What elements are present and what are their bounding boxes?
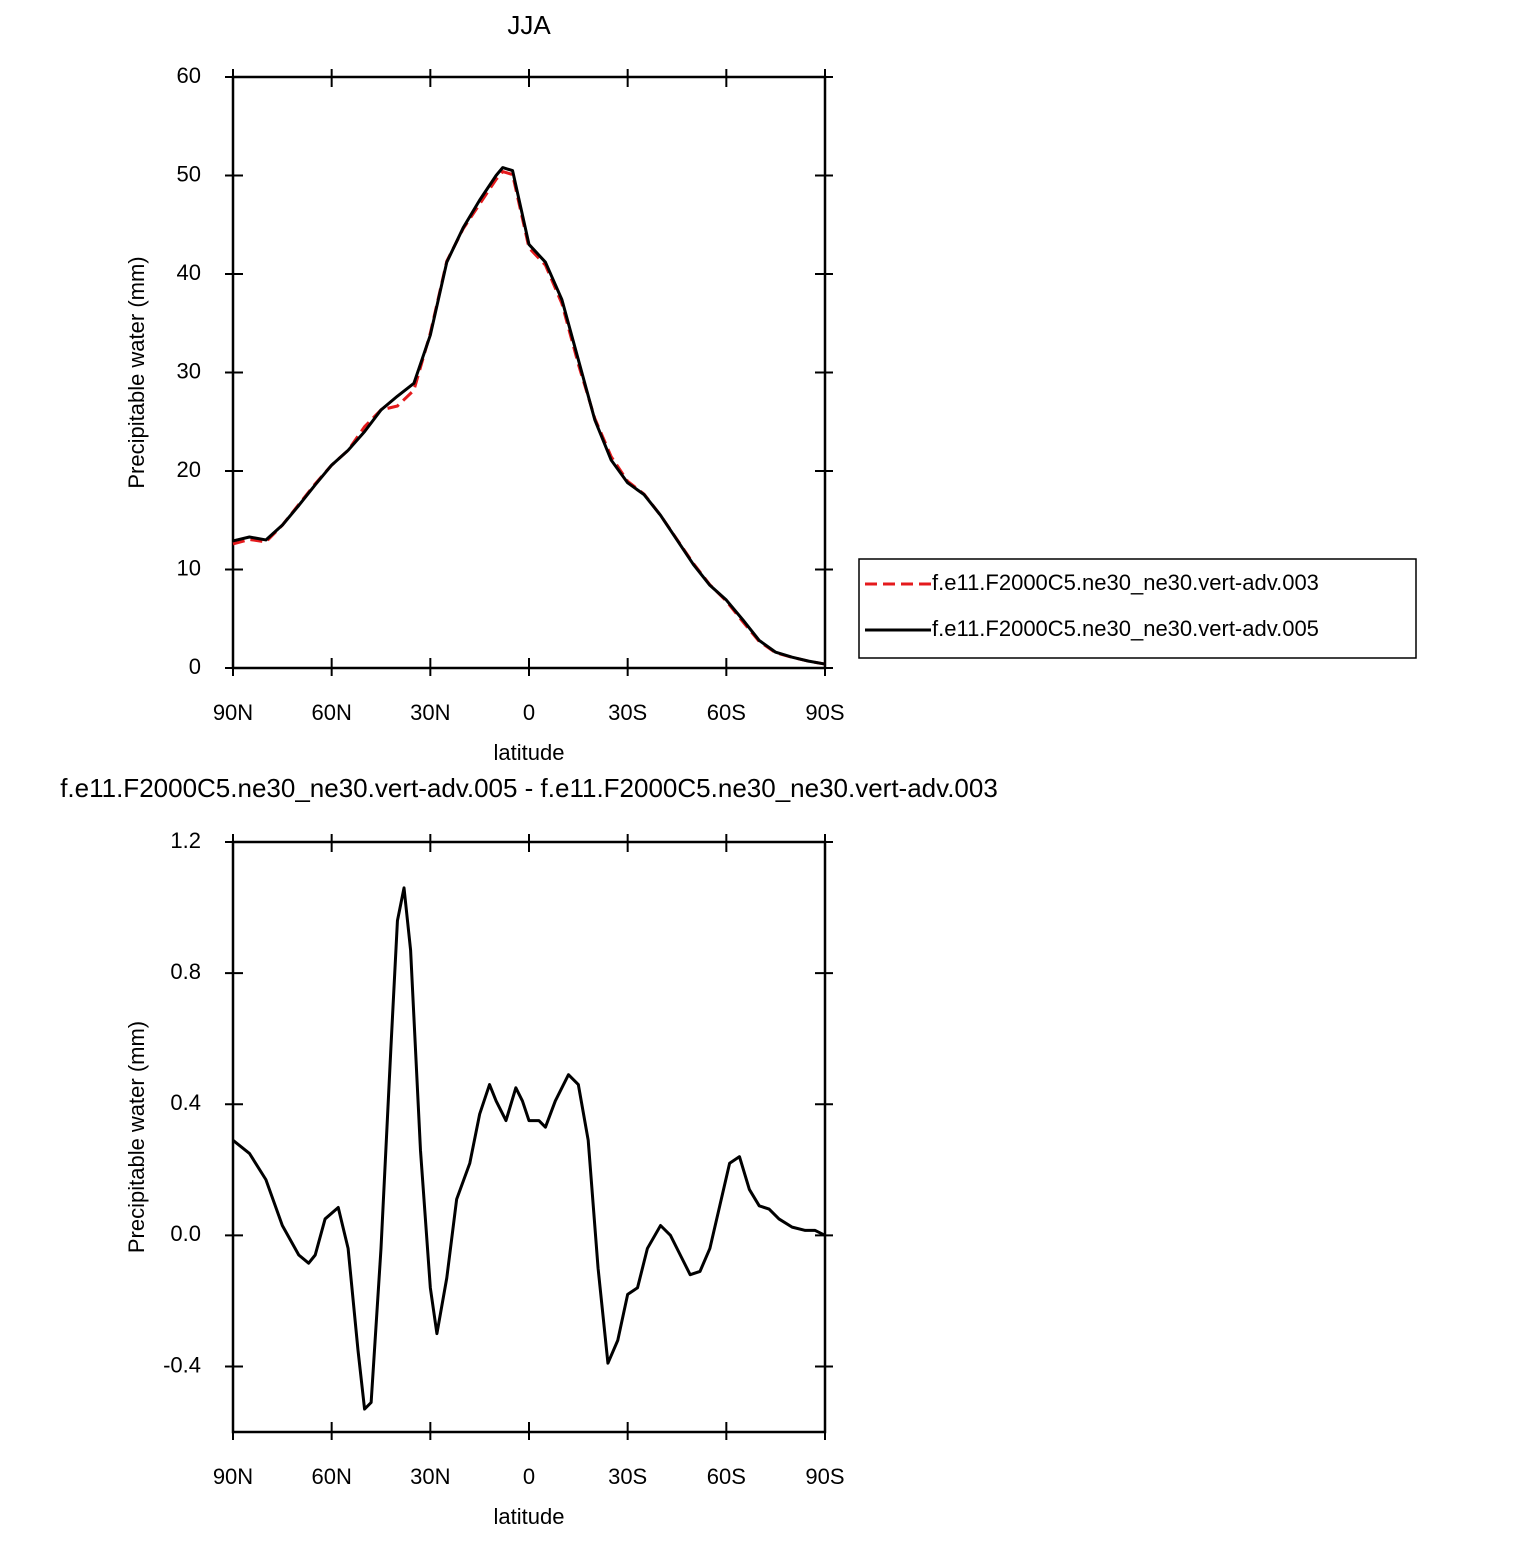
y-tick-label: 50 [177, 161, 201, 186]
x-tick-label: 0 [523, 700, 535, 725]
y-tick-label: 0.4 [170, 1090, 201, 1115]
x-tick-label: 60N [311, 1464, 351, 1489]
x-tick-label: 90N [213, 700, 253, 725]
y-axis-label: Precipitable water (mm) [124, 1021, 149, 1253]
y-tick-label: 20 [177, 457, 201, 482]
legend-box [858, 558, 1417, 659]
data-line [232, 166, 826, 666]
x-tick-label: 30S [608, 700, 647, 725]
x-axis-label: latitude [494, 1504, 565, 1529]
x-tick-label: 90S [805, 700, 844, 725]
y-tick-label: 0.8 [170, 959, 201, 984]
plot-frame [231, 75, 827, 670]
data-line [232, 886, 826, 1411]
chart-title: f.e11.F2000C5.ne30_ne30.vert-adv.005 - f… [60, 773, 998, 803]
y-axis-label: Precipitable water (mm) [124, 256, 149, 488]
x-axis-label: latitude [494, 740, 565, 765]
x-tick-label: 60N [311, 700, 351, 725]
y-tick-label: 60 [177, 63, 201, 88]
x-tick-label: 0 [523, 1464, 535, 1489]
plot-frame [231, 840, 827, 1434]
y-tick-label: -0.4 [163, 1352, 201, 1377]
x-tick-label: 30S [608, 1464, 647, 1489]
y-tick-label: 30 [177, 358, 201, 383]
legend-label: f.e11.F2000C5.ne30_ne30.vert-adv.005 [932, 616, 1319, 641]
x-tick-label: 90S [805, 1464, 844, 1489]
chart-title: JJA [507, 10, 551, 40]
x-tick-label: 30N [410, 1464, 450, 1489]
y-tick-label: 40 [177, 260, 201, 285]
x-tick-label: 60S [707, 1464, 746, 1489]
x-tick-label: 30N [410, 700, 450, 725]
legend-label: f.e11.F2000C5.ne30_ne30.vert-adv.003 [932, 570, 1319, 595]
y-tick-label: 10 [177, 555, 201, 580]
y-tick-label: 0.0 [170, 1221, 201, 1246]
y-tick-label: 0 [189, 654, 201, 679]
x-tick-label: 90N [213, 1464, 253, 1489]
y-tick-label: 1.2 [170, 828, 201, 853]
x-tick-label: 60S [707, 700, 746, 725]
